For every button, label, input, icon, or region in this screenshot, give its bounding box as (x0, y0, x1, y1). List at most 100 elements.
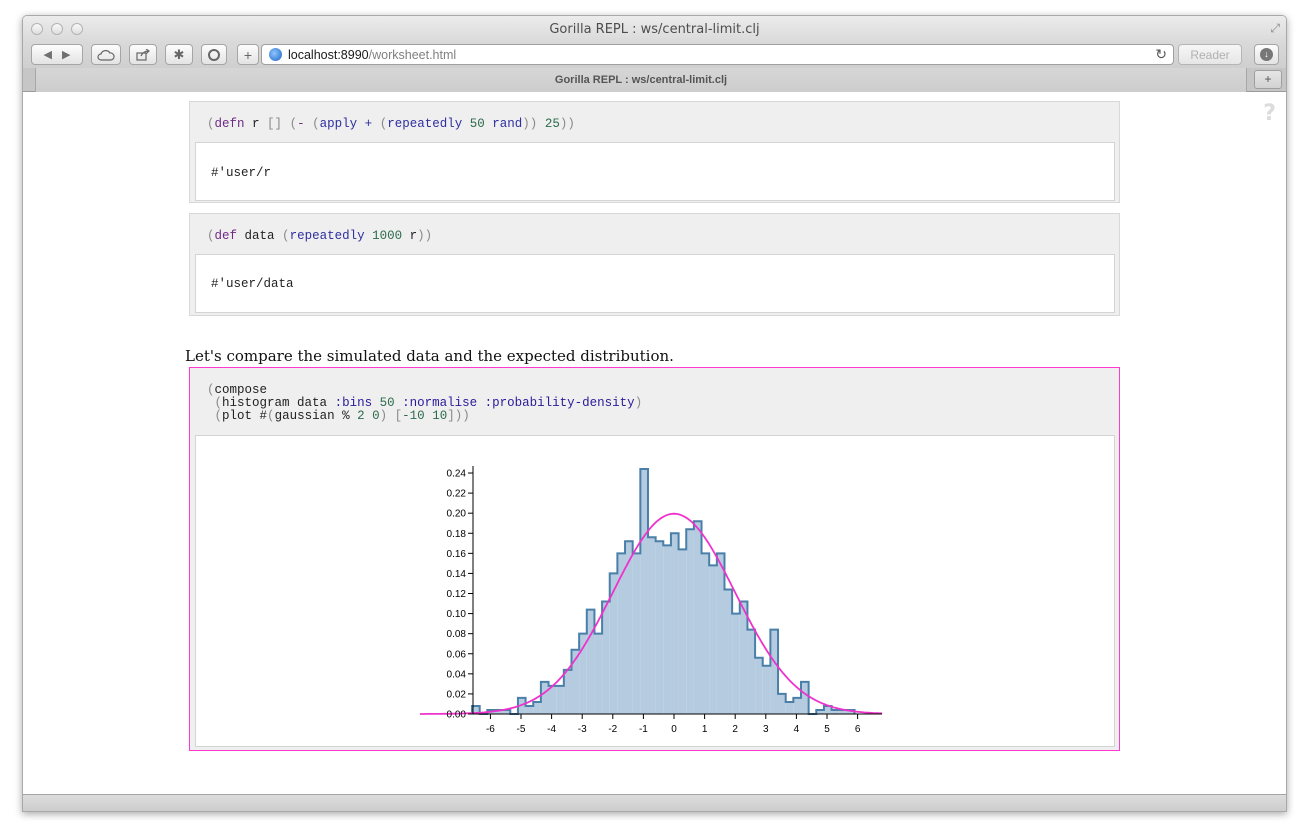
fullscreen-icon[interactable]: ⤢ (1270, 21, 1280, 35)
histogram-bar (709, 565, 717, 714)
toolbar: ◀ ▶ ✱ + localhost:8990/worksheet.html ↻ … (23, 43, 1286, 68)
y-tick-label: 0.20 (447, 509, 467, 520)
help-icon[interactable]: ? (1263, 101, 1276, 126)
browser-window: Gorilla REPL : ws/central-limit.clj ⤢ ◀ … (22, 15, 1287, 812)
back-forward-buttons[interactable]: ◀ ▶ (31, 44, 83, 65)
histogram-bar (617, 553, 626, 714)
x-tick-label: 2 (732, 724, 738, 735)
histogram-bar (517, 697, 526, 714)
x-tick-label: -4 (547, 724, 556, 735)
histogram-bar (793, 697, 801, 714)
status-bar (23, 794, 1286, 811)
histogram-bar (540, 681, 549, 714)
y-tick-label: 0.22 (447, 489, 467, 500)
y-tick-label: 0.02 (447, 689, 467, 700)
histogram-bar (655, 541, 664, 714)
x-tick-label: 4 (794, 724, 800, 735)
histogram-bar (716, 553, 725, 714)
y-tick-label: 0.18 (447, 529, 467, 540)
output-cell: #'user/r (195, 142, 1115, 201)
back-arrow-icon[interactable]: ◀ (43, 49, 52, 61)
prose-text: Let's compare the simulated data and the… (185, 347, 674, 365)
histogram-bar (571, 649, 580, 714)
histogram-bar (556, 685, 564, 714)
y-tick-label: 0.12 (447, 589, 467, 600)
histogram-bar (625, 541, 633, 714)
y-tick-label: 0.08 (447, 629, 467, 640)
y-tick-label: 0.04 (447, 669, 467, 680)
y-tick-label: 0.00 (447, 710, 467, 721)
address-bar[interactable]: localhost:8990/worksheet.html ↻ (261, 44, 1174, 65)
histogram-bar (785, 701, 794, 714)
histogram-bar (670, 533, 679, 714)
tab-worksheet[interactable]: Gorilla REPL : ws/central-limit.clj (35, 68, 1247, 92)
minimize-window-button[interactable] (51, 23, 63, 35)
code-segment-selected[interactable]: (compose (histogram data :bins 50 :norma… (189, 367, 1120, 751)
share-button[interactable] (129, 44, 157, 65)
histogram-bar (816, 709, 824, 714)
histogram-bar (732, 613, 740, 714)
icloud-tabs-button[interactable] (91, 44, 121, 65)
histogram-bar (739, 601, 748, 714)
extension-button[interactable] (201, 44, 227, 65)
histogram-bar (525, 705, 534, 714)
code-input[interactable]: (compose (histogram data :bins 50 :norma… (207, 383, 643, 423)
x-tick-label: 0 (671, 724, 677, 735)
globe-icon (269, 48, 282, 61)
histogram-bar (472, 705, 480, 714)
histogram-bar (831, 709, 840, 714)
code-segment[interactable]: (defn r [] (- (apply + (repeatedly 50 ra… (189, 101, 1120, 203)
download-icon: ↓ (1260, 48, 1273, 61)
share-icon (136, 48, 150, 61)
add-bookmark-button[interactable]: + (237, 44, 259, 65)
url-host: localhost:8990 (288, 47, 369, 62)
hand-icon (208, 48, 220, 61)
code-input[interactable]: (defn r [] (- (apply + (repeatedly 50 ra… (207, 117, 575, 131)
histogram-bar (594, 633, 603, 714)
histogram-bar (563, 669, 572, 714)
histogram-bar (586, 609, 595, 714)
downloads-button[interactable]: ↓ (1254, 44, 1279, 65)
reload-icon[interactable]: ↻ (1155, 46, 1167, 62)
output-cell: #'user/data (195, 254, 1115, 313)
url-path: /worksheet.html (368, 47, 457, 62)
x-tick-label: -1 (639, 724, 648, 735)
new-tab-button[interactable]: + (1254, 70, 1282, 89)
histogram-bar (701, 553, 710, 714)
worksheet: ? (defn r [] (- (apply + (repeatedly 50 … (23, 93, 1286, 796)
histogram-bar (647, 537, 656, 714)
histogram-bar (632, 553, 641, 714)
histogram-bar (663, 545, 671, 714)
code-input[interactable]: (def data (repeatedly 1000 r)) (207, 229, 433, 243)
close-window-button[interactable] (31, 23, 43, 35)
histogram-bar (686, 529, 694, 714)
histogram-bar (846, 709, 855, 714)
x-tick-label: 1 (702, 724, 708, 735)
zoom-window-button[interactable] (71, 23, 83, 35)
plus-icon: + (243, 46, 253, 63)
output-value: #'user/data (211, 277, 294, 291)
histogram-outline (471, 468, 856, 715)
histogram-bar (602, 601, 610, 714)
histogram-bar (770, 629, 779, 714)
window-title: Gorilla REPL : ws/central-limit.clj (549, 22, 760, 37)
reader-button[interactable]: Reader (1178, 44, 1242, 65)
y-tick-label: 0.10 (447, 609, 467, 620)
histogram-bar (800, 681, 809, 714)
gear-icon: ✱ (173, 46, 185, 62)
histogram-bar (678, 549, 687, 714)
histogram-bar (579, 633, 587, 714)
x-tick-label: -5 (517, 724, 526, 735)
gaussian-curve (420, 512, 883, 715)
x-tick-label: -2 (608, 724, 617, 735)
forward-arrow-icon[interactable]: ▶ (62, 49, 71, 61)
histogram-bar (693, 521, 702, 714)
histogram-bar (839, 709, 847, 714)
histogram-bar (755, 657, 763, 714)
code-segment[interactable]: (def data (repeatedly 1000 r)) #'user/da… (189, 213, 1120, 316)
output-value: #'user/r (211, 166, 272, 180)
histogram-bar (762, 665, 771, 714)
settings-button[interactable]: ✱ (165, 44, 193, 65)
plot-output: 0.00 0.02 0.04 0.06 0.08 0.10 0.12 0.14 0.16 0.18… (195, 435, 1115, 747)
histogram-bar (502, 709, 511, 714)
